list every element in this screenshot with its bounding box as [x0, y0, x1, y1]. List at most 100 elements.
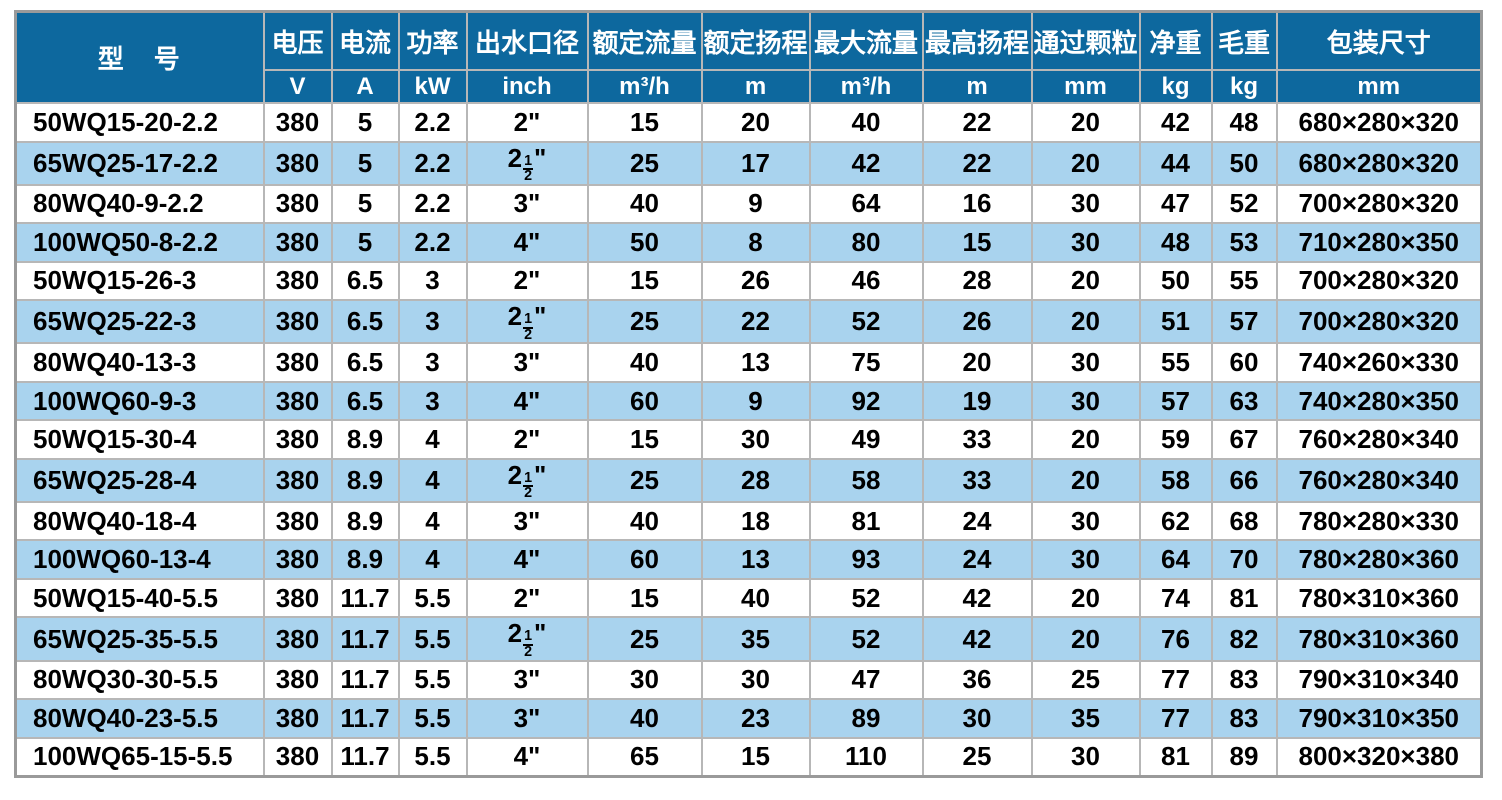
table-row: 100WQ60-9-3 380 6.5 3 4" 60 9 92 19 30 57 63 740×280… — [14, 380, 1483, 422]
cell-outlet: 2" — [465, 260, 589, 302]
cell-gross-weight: 52 — [1210, 183, 1278, 225]
cell-package-size: 790×310×340 — [1275, 659, 1483, 701]
column-unit-package-size: mm — [1275, 69, 1483, 104]
cell-voltage: 380 — [262, 342, 333, 383]
cell-rated-flow: 15 — [586, 102, 703, 143]
column-unit-max-flow: m³/h — [808, 69, 924, 104]
cell-rated-head: 9 — [700, 183, 811, 225]
cell-max-head: 15 — [921, 222, 1033, 263]
cell-current: 5 — [330, 102, 400, 143]
cell-max-head: 36 — [921, 659, 1033, 701]
column-header-model: 型 号 — [14, 10, 265, 104]
cell-outlet: 2" — [465, 577, 589, 619]
cell-outlet: 4" — [465, 539, 589, 580]
cell-package-size: 760×280×340 — [1275, 419, 1483, 460]
table-row: 80WQ40-13-3 380 6.5 3 3" 40 13 75 20 30 55 60 740×26… — [14, 342, 1483, 383]
table-row: 65WQ25-17-2.2 380 5 2.2 2 1 2 " 25 17 42 22 20 44 50 68… — [14, 140, 1483, 186]
cell-model: 50WQ15-20-2.2 — [14, 102, 265, 143]
cell-rated-flow: 25 — [586, 299, 703, 345]
cell-particle: 30 — [1030, 342, 1141, 383]
cell-rated-flow: 65 — [586, 736, 703, 778]
cell-power: 5.5 — [397, 659, 468, 701]
cell-voltage: 380 — [262, 183, 333, 225]
cell-particle: 20 — [1030, 102, 1141, 143]
cell-net-weight: 64 — [1138, 539, 1213, 580]
cell-rated-head: 40 — [700, 577, 811, 619]
table-header: 型 号 电压 电流 功率 出水口径 额定流量 额定扬程 最大流量 最高扬程 通过颗粒 净重 毛重 包装… — [14, 10, 1483, 104]
cell-particle: 20 — [1030, 140, 1141, 186]
cell-gross-weight: 68 — [1210, 500, 1278, 542]
cell-max-flow: 64 — [808, 183, 924, 225]
cell-rated-head: 18 — [700, 500, 811, 542]
cell-package-size: 700×280×320 — [1275, 260, 1483, 302]
column-header-rated-head: 额定扬程 — [700, 10, 811, 71]
cell-voltage: 380 — [262, 102, 333, 143]
cell-net-weight: 57 — [1138, 380, 1213, 422]
cell-voltage: 380 — [262, 577, 333, 619]
cell-gross-weight: 50 — [1210, 140, 1278, 186]
pump-spec-table: 型 号 电压 电流 功率 出水口径 额定流量 额定扬程 最大流量 最高扬程 通过颗粒 净重 毛重 包装… — [14, 10, 1483, 779]
cell-rated-flow: 50 — [586, 222, 703, 263]
cell-particle: 20 — [1030, 457, 1141, 503]
cell-max-flow: 58 — [808, 457, 924, 503]
cell-max-head: 24 — [921, 539, 1033, 580]
cell-current: 11.7 — [330, 736, 400, 778]
cell-power: 4 — [397, 539, 468, 580]
cell-voltage: 380 — [262, 659, 333, 701]
cell-outlet: 2 1 2 " — [465, 616, 589, 662]
table-row: 65WQ25-22-3 380 6.5 3 2 1 2 " 25 22 52 26 20 51 57 700×… — [14, 299, 1483, 345]
cell-max-flow: 93 — [808, 539, 924, 580]
cell-particle: 20 — [1030, 299, 1141, 345]
cell-voltage: 380 — [262, 616, 333, 662]
cell-voltage: 380 — [262, 736, 333, 778]
cell-gross-weight: 57 — [1210, 299, 1278, 345]
cell-net-weight: 74 — [1138, 577, 1213, 619]
cell-max-flow: 110 — [808, 736, 924, 778]
cell-current: 8.9 — [330, 419, 400, 460]
cell-current: 11.7 — [330, 659, 400, 701]
cell-model: 100WQ65-15-5.5 — [14, 736, 265, 778]
cell-max-head: 28 — [921, 260, 1033, 302]
column-header-voltage: 电压 — [262, 10, 333, 71]
cell-current: 8.9 — [330, 500, 400, 542]
cell-rated-flow: 60 — [586, 539, 703, 580]
cell-model: 100WQ60-13-4 — [14, 539, 265, 580]
cell-rated-head: 22 — [700, 299, 811, 345]
cell-outlet: 2 1 2 " — [465, 140, 589, 186]
cell-particle: 25 — [1030, 659, 1141, 701]
cell-model: 50WQ15-26-3 — [14, 260, 265, 302]
column-unit-current: A — [330, 69, 400, 104]
cell-package-size: 790×310×350 — [1275, 698, 1483, 739]
column-unit-net-weight: kg — [1138, 69, 1213, 104]
cell-power: 2.2 — [397, 140, 468, 186]
cell-voltage: 380 — [262, 380, 333, 422]
cell-voltage: 380 — [262, 698, 333, 739]
column-unit-outlet: inch — [465, 69, 589, 104]
column-unit-voltage: V — [262, 69, 333, 104]
cell-rated-flow: 40 — [586, 698, 703, 739]
cell-net-weight: 59 — [1138, 419, 1213, 460]
cell-particle: 30 — [1030, 736, 1141, 778]
cell-particle: 30 — [1030, 500, 1141, 542]
cell-outlet: 4" — [465, 380, 589, 422]
table-row: 80WQ40-23-5.5 380 11.7 5.5 3" 40 23 89 30 35 77 83 7… — [14, 698, 1483, 739]
cell-rated-flow: 25 — [586, 457, 703, 503]
cell-power: 2.2 — [397, 222, 468, 263]
cell-rated-head: 26 — [700, 260, 811, 302]
cell-gross-weight: 81 — [1210, 577, 1278, 619]
cell-current: 8.9 — [330, 457, 400, 503]
cell-particle: 30 — [1030, 539, 1141, 580]
cell-current: 5 — [330, 222, 400, 263]
cell-rated-flow: 15 — [586, 419, 703, 460]
cell-gross-weight: 89 — [1210, 736, 1278, 778]
cell-current: 5 — [330, 140, 400, 186]
cell-package-size: 740×260×330 — [1275, 342, 1483, 383]
cell-max-flow: 52 — [808, 577, 924, 619]
cell-gross-weight: 70 — [1210, 539, 1278, 580]
cell-power: 4 — [397, 457, 468, 503]
cell-rated-head: 28 — [700, 457, 811, 503]
cell-max-head: 22 — [921, 140, 1033, 186]
